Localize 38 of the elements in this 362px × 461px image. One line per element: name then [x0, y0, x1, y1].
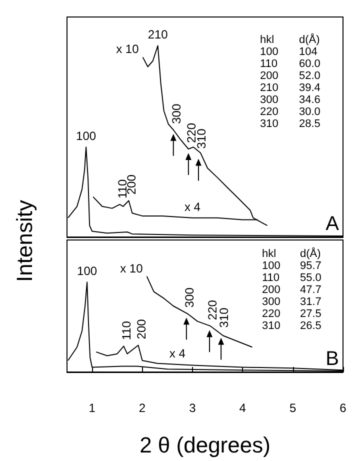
annotation: 210 [148, 28, 168, 42]
y-axis-title: Intensity [12, 199, 38, 284]
annotation: 200 [134, 318, 148, 340]
text: 110 60.0 [260, 58, 320, 70]
text: 310 28.5 [260, 118, 320, 130]
x-tick-label: 4 [239, 401, 246, 415]
x-axis-title: 2 θ (degrees) [140, 432, 270, 458]
text: 110 55.0 [262, 272, 322, 284]
text: 200 47.7 [262, 284, 322, 296]
x-tick-label: 3 [189, 401, 196, 415]
annotation: 310 [217, 307, 232, 328]
text: 100 95.7 [262, 260, 322, 272]
annotation: 100 [76, 129, 96, 144]
text: 100 104 [260, 46, 318, 58]
x-tick-label: 5 [289, 401, 296, 415]
annotation: x 4 [184, 200, 201, 214]
text: A [326, 213, 340, 235]
text: 310 26.5 [262, 320, 322, 332]
text: 300 31.7 [262, 296, 322, 308]
x-tick-label: 1 [88, 401, 96, 415]
text: hkl d(Å) [260, 34, 320, 46]
annotation: 300 [182, 287, 196, 308]
annotation: 110 [120, 320, 134, 340]
annotation: x 4 [169, 346, 186, 360]
text: 210 39.4 [260, 82, 320, 94]
text: B [326, 348, 339, 370]
text: hkl d(Å) [262, 248, 321, 260]
text: 220 27.5 [262, 308, 322, 320]
annotation: 220 [206, 300, 220, 320]
text: 220 30.0 [260, 106, 320, 118]
annotation: 100 [77, 264, 98, 278]
annotation: 300 [169, 104, 184, 124]
text: 300 34.6 [260, 94, 320, 106]
text: 200 52.0 [260, 70, 320, 82]
annotation: x 10 [116, 42, 140, 56]
x-tick-label: 6 [340, 401, 347, 415]
x-tick-label: 2 [138, 401, 146, 415]
annotation: x 10 [120, 261, 144, 276]
